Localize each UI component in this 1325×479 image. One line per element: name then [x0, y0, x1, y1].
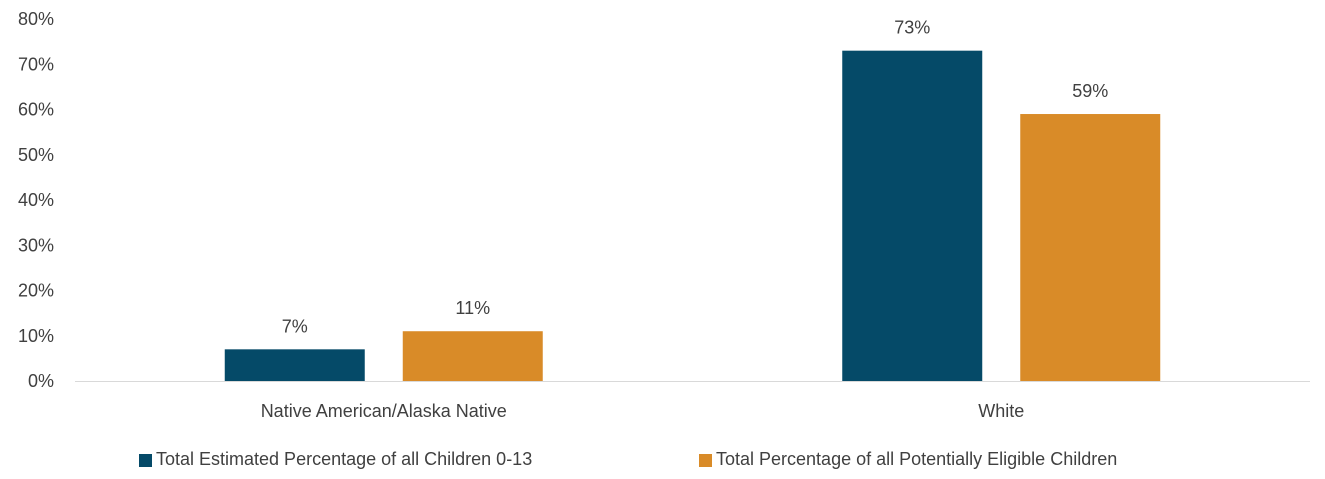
y-tick-label: 50% [18, 145, 54, 165]
y-tick-label: 40% [18, 190, 54, 210]
y-tick-label: 70% [18, 54, 54, 74]
bars [224, 50, 1161, 382]
data-labels: 7% 11% 73% 59% [282, 18, 1109, 337]
data-label: 73% [894, 18, 930, 38]
category-label: White [978, 401, 1024, 421]
bar-1-2 [842, 50, 983, 382]
y-tick-label: 30% [18, 235, 54, 255]
data-label: 7% [282, 316, 308, 336]
category-labels: Native American/Alaska Native White [261, 401, 1025, 421]
y-tick-label: 0% [28, 371, 54, 391]
y-tick-label: 80% [18, 9, 54, 29]
category-label: Native American/Alaska Native [261, 401, 507, 421]
bar-2-2 [1020, 114, 1161, 382]
y-tick-label: 10% [18, 326, 54, 346]
legend-swatch [139, 454, 152, 467]
legend-label: Total Estimated Percentage of all Childr… [156, 449, 532, 469]
data-label: 59% [1072, 81, 1108, 101]
legend-label: Total Percentage of all Potentially Elig… [716, 449, 1117, 469]
y-axis-tick-labels: 0% 10% 20% 30% 40% 50% 60% 70% 80% [18, 9, 54, 391]
y-tick-label: 20% [18, 281, 54, 301]
bar-1-1 [224, 349, 365, 381]
legend-swatch [699, 454, 712, 467]
bar-2-1 [402, 331, 543, 381]
data-label: 11% [455, 298, 490, 318]
y-tick-label: 60% [18, 100, 54, 120]
legend: Total Estimated Percentage of all Childr… [139, 449, 1117, 469]
